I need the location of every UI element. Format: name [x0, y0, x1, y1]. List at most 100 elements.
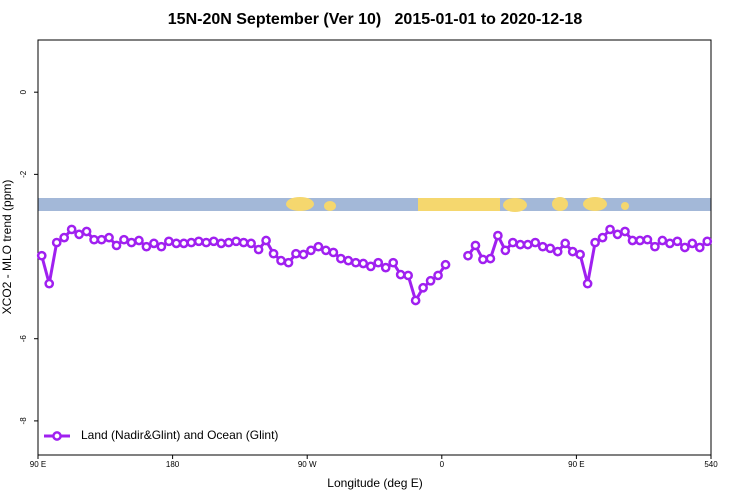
data-point [59, 232, 70, 243]
data-point [350, 257, 361, 268]
data-point [470, 240, 481, 251]
y-tick-label: -8 [19, 417, 28, 425]
data-point [193, 236, 204, 247]
data-point [635, 235, 645, 246]
data-point [36, 250, 47, 261]
data-point [321, 245, 331, 256]
data-point [268, 248, 279, 259]
x-tick-label: 540 [704, 460, 718, 469]
data-point [395, 269, 406, 280]
data-point [485, 253, 496, 264]
data-point [373, 257, 384, 268]
data-point [238, 237, 249, 248]
map-strip [38, 197, 711, 212]
data-point [642, 234, 653, 245]
data-point [141, 241, 152, 252]
data-point [328, 247, 339, 258]
data-point [567, 246, 578, 257]
data-point [186, 237, 197, 248]
data-point [104, 232, 114, 243]
data-point [283, 257, 294, 268]
data-point [650, 241, 660, 252]
data-point [425, 275, 436, 286]
data-point [687, 238, 698, 249]
data-point [111, 240, 122, 251]
legend-marker [52, 431, 62, 441]
data-point [388, 257, 399, 268]
data-point [261, 235, 271, 246]
data-point [89, 234, 99, 245]
data-point [665, 238, 675, 249]
data-point [515, 239, 526, 250]
data-point [605, 224, 615, 235]
data-point [365, 261, 376, 272]
data-point [552, 246, 563, 257]
data-point [216, 238, 227, 249]
data-point [575, 249, 585, 260]
data-point [620, 226, 630, 237]
data-point [493, 230, 503, 241]
chart-title: 15N-20N September (Ver 10) 2015-01-01 to… [168, 11, 583, 28]
data-point [582, 278, 593, 289]
data-point [694, 242, 705, 253]
x-tick-label: 90 E [568, 460, 584, 469]
data-point [223, 237, 234, 248]
data-point [164, 236, 174, 247]
data-point [418, 282, 428, 293]
data-point [679, 242, 690, 253]
data-point [545, 243, 556, 254]
data-point [81, 226, 92, 237]
data-point [44, 278, 55, 289]
data-point [313, 241, 324, 252]
data-point [51, 237, 62, 248]
data-point [597, 232, 608, 243]
data-point [336, 253, 346, 264]
data-point [478, 254, 488, 265]
data-point [119, 234, 129, 245]
data-point [440, 259, 451, 270]
x-tick-label: 90 E [30, 460, 46, 469]
data-point [171, 238, 182, 249]
data-point [178, 238, 189, 249]
data-point [231, 236, 242, 247]
data-point [672, 236, 683, 247]
data-point [149, 238, 159, 249]
data-point [291, 248, 301, 259]
x-axis-title: Longitude (deg E) [327, 476, 422, 490]
data-point [126, 237, 137, 248]
data-point [298, 249, 309, 260]
data-point [537, 241, 548, 252]
data-point [560, 238, 571, 249]
data-point [433, 270, 443, 281]
data-point [156, 241, 167, 252]
x-tick-label: 0 [440, 460, 445, 469]
data-point [134, 235, 144, 246]
data-point [507, 237, 518, 248]
y-axis-title: XCO2 - MLO trend (ppm) [0, 180, 14, 315]
data-point [530, 237, 541, 248]
data-point [201, 237, 212, 248]
data-point [343, 255, 354, 266]
data-point [590, 237, 600, 248]
data-point [246, 238, 256, 249]
data-point [403, 270, 413, 281]
data-point [627, 235, 638, 246]
data-point [208, 236, 219, 247]
data-point [74, 229, 84, 240]
data-point [500, 245, 511, 256]
data-point [96, 234, 107, 245]
data-point [380, 262, 391, 273]
x-tick-label: 90 W [298, 460, 317, 469]
data-point [306, 245, 316, 256]
data-point [612, 229, 623, 240]
x-tick-label: 180 [166, 460, 180, 469]
y-tick-label: -2 [19, 170, 28, 178]
data-point [657, 235, 668, 246]
legend-label: Land (Nadir&Glint) and Ocean (Glint) [81, 428, 278, 442]
data-point [702, 236, 713, 247]
data-point [358, 258, 369, 269]
y-tick-label: 0 [19, 89, 28, 94]
plot-frame [37, 39, 712, 456]
